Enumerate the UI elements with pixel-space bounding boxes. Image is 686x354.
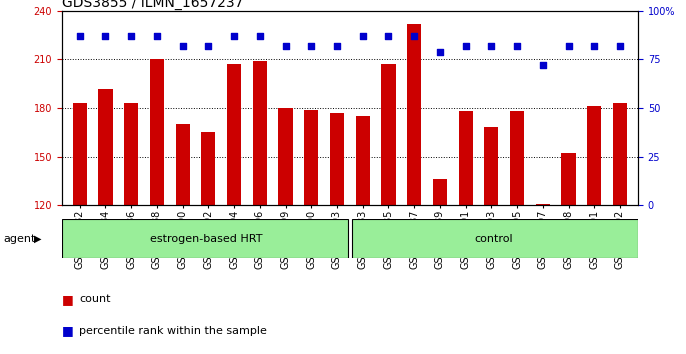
Point bbox=[589, 43, 600, 48]
FancyBboxPatch shape bbox=[352, 219, 638, 258]
Bar bbox=[201, 132, 215, 205]
Text: ■: ■ bbox=[62, 325, 73, 337]
Point bbox=[512, 43, 523, 48]
Text: count: count bbox=[79, 294, 110, 304]
Point bbox=[255, 33, 265, 39]
Point bbox=[537, 62, 548, 68]
Point bbox=[383, 33, 394, 39]
Bar bbox=[536, 204, 550, 205]
Bar bbox=[510, 111, 524, 205]
Point bbox=[126, 33, 137, 39]
Text: control: control bbox=[475, 234, 513, 244]
Bar bbox=[150, 59, 164, 205]
Bar bbox=[587, 106, 602, 205]
Text: GDS3855 / ILMN_1657237: GDS3855 / ILMN_1657237 bbox=[62, 0, 243, 10]
Point bbox=[409, 33, 420, 39]
Bar bbox=[252, 61, 267, 205]
Point bbox=[74, 33, 85, 39]
Bar bbox=[304, 110, 318, 205]
Point bbox=[100, 33, 111, 39]
Bar bbox=[458, 111, 473, 205]
Point bbox=[460, 43, 471, 48]
Bar bbox=[330, 113, 344, 205]
Bar bbox=[73, 103, 87, 205]
Bar bbox=[279, 108, 293, 205]
Text: agent: agent bbox=[3, 234, 36, 244]
Point bbox=[434, 48, 445, 54]
Bar bbox=[381, 64, 396, 205]
Bar bbox=[433, 179, 447, 205]
Bar bbox=[407, 24, 421, 205]
Text: estrogen-based HRT: estrogen-based HRT bbox=[150, 234, 262, 244]
Bar bbox=[176, 124, 190, 205]
Point bbox=[280, 43, 291, 48]
Point bbox=[306, 43, 317, 48]
Point bbox=[228, 33, 239, 39]
Text: ▶: ▶ bbox=[34, 234, 41, 244]
Text: ■: ■ bbox=[62, 293, 73, 306]
Bar bbox=[124, 103, 139, 205]
Bar bbox=[227, 64, 241, 205]
Point bbox=[203, 43, 214, 48]
Text: percentile rank within the sample: percentile rank within the sample bbox=[79, 326, 267, 336]
Point bbox=[331, 43, 342, 48]
Bar bbox=[613, 103, 627, 205]
Bar bbox=[484, 127, 499, 205]
Point bbox=[177, 43, 188, 48]
Point bbox=[615, 43, 626, 48]
Bar bbox=[98, 88, 113, 205]
FancyBboxPatch shape bbox=[62, 219, 348, 258]
Point bbox=[486, 43, 497, 48]
Point bbox=[563, 43, 574, 48]
Bar bbox=[561, 153, 576, 205]
Point bbox=[357, 33, 368, 39]
Point bbox=[152, 33, 163, 39]
Bar bbox=[355, 116, 370, 205]
